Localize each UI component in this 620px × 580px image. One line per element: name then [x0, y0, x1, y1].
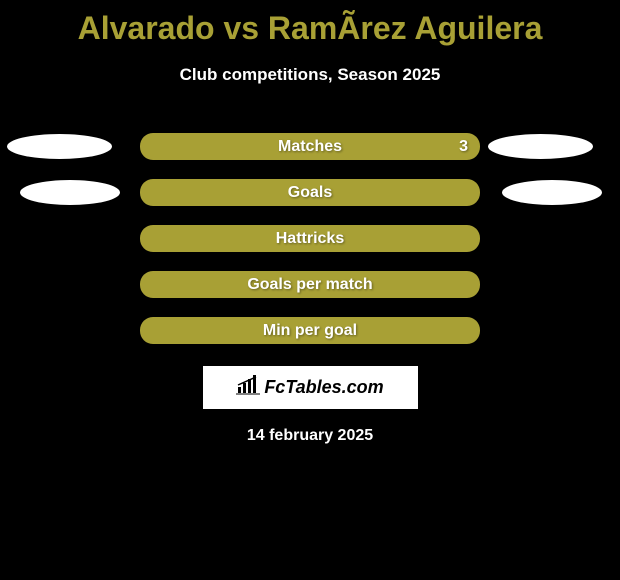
stat-row-goals: Goals	[0, 179, 620, 206]
stat-bar: Goals per match	[140, 271, 480, 298]
stat-bar: Min per goal	[140, 317, 480, 344]
stat-row-matches: Matches 3	[0, 133, 620, 160]
right-value-ellipse	[488, 134, 593, 159]
logo-content: FcTables.com	[236, 375, 383, 400]
logo-text: FcTables.com	[264, 377, 383, 398]
stat-bar: Hattricks	[140, 225, 480, 252]
chart-container: Alvarado vs RamÃ­rez Aguilera Club compe…	[0, 0, 620, 580]
stat-label: Matches	[278, 138, 342, 156]
comparison-rows: Matches 3 Goals Hattricks Goals per matc…	[0, 133, 620, 344]
chart-title: Alvarado vs RamÃ­rez Aguilera	[78, 10, 543, 47]
stat-row-goals-per-match: Goals per match	[0, 271, 620, 298]
stat-bar: Matches 3	[140, 133, 480, 160]
left-value-ellipse	[7, 134, 112, 159]
stat-label: Min per goal	[263, 322, 357, 340]
left-value-ellipse	[20, 180, 120, 205]
stat-label: Hattricks	[276, 230, 344, 248]
right-value-ellipse	[502, 180, 602, 205]
chart-date: 14 february 2025	[247, 427, 373, 445]
logo-box: FcTables.com	[203, 366, 418, 409]
chart-subtitle: Club competitions, Season 2025	[180, 65, 441, 85]
stat-row-hattricks: Hattricks	[0, 225, 620, 252]
stat-row-min-per-goal: Min per goal	[0, 317, 620, 344]
stat-bar: Goals	[140, 179, 480, 206]
stat-label: Goals per match	[247, 276, 372, 294]
stat-label: Goals	[288, 184, 332, 202]
stat-value: 3	[459, 138, 468, 156]
bar-chart-icon	[236, 375, 260, 400]
